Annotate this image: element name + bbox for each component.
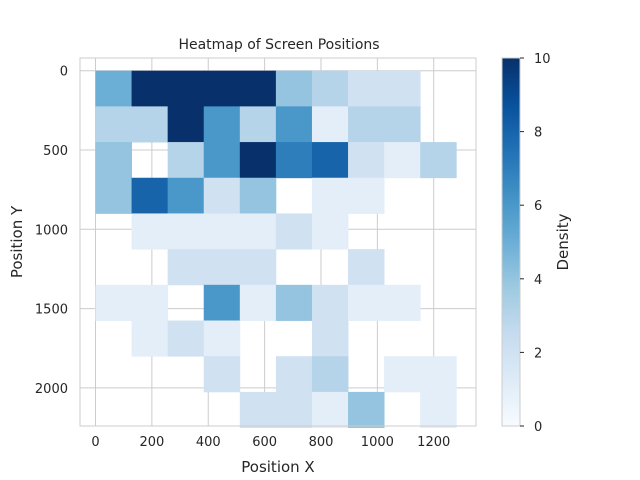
- colorbar-tick-label: 10: [534, 52, 551, 67]
- heatmap-cell: [95, 284, 132, 321]
- heatmap-cell: [131, 320, 169, 357]
- heatmap-cell: [239, 213, 277, 250]
- heatmap-cell: [167, 213, 205, 250]
- heatmap-cell: [348, 249, 385, 286]
- heatmap-cell: [348, 70, 385, 107]
- heatmap-cell: [311, 391, 349, 428]
- y-tick-label: 1500: [35, 303, 68, 318]
- heatmap-cell: [203, 142, 241, 179]
- heatmap-cell: [95, 142, 132, 179]
- colorbar-tick-label: 6: [534, 199, 542, 214]
- heatmap-cell: [311, 284, 349, 321]
- y-tick-label: 500: [43, 144, 68, 159]
- heatmap-cell: [348, 106, 385, 143]
- heatmap-cell: [275, 70, 313, 107]
- heatmap-cell: [311, 142, 349, 179]
- colorbar-tick-label: 4: [534, 273, 542, 288]
- heatmap-cell: [131, 177, 169, 214]
- heatmap-cell: [95, 106, 132, 143]
- heatmap-cells: [95, 70, 457, 428]
- x-tick-label: 600: [252, 435, 277, 450]
- colorbar-tick-label: 0: [534, 420, 542, 435]
- heatmap-cell: [95, 70, 132, 107]
- heatmap-cell: [203, 106, 241, 143]
- heatmap-cell: [203, 284, 241, 321]
- heatmap-cell: [239, 249, 277, 286]
- y-tick-label: 0: [60, 65, 68, 80]
- heatmap-cell: [311, 106, 349, 143]
- heatmap-cell: [311, 213, 349, 250]
- heatmap-cell: [203, 320, 241, 357]
- chart-title: Heatmap of Screen Positions: [178, 37, 379, 53]
- colorbar: [501, 57, 521, 427]
- y-axis-label: Position Y: [8, 205, 26, 278]
- y-tick-label: 2000: [35, 382, 68, 397]
- heatmap-cell: [239, 106, 277, 143]
- heatmap-cell: [131, 213, 169, 250]
- heatmap-cell: [167, 70, 205, 107]
- heatmap-cell: [131, 70, 169, 107]
- x-tick-label: 1000: [361, 435, 394, 450]
- heatmap-cell: [420, 356, 457, 393]
- heatmap-cell: [311, 356, 349, 393]
- heatmap-cell: [167, 320, 205, 357]
- x-tick-labels: 0 200 400 600 800 1000 1200: [91, 435, 450, 450]
- heatmap-cell: [167, 106, 205, 143]
- heatmap-cell: [348, 142, 385, 179]
- heatmap-cell: [275, 142, 313, 179]
- heatmap-cell: [311, 70, 349, 107]
- colorbar-tick-label: 8: [534, 126, 542, 141]
- heatmap-cell: [275, 391, 313, 428]
- heatmap-cell: [239, 142, 277, 179]
- x-tick-label: 1200: [417, 435, 450, 450]
- heatmap-cell: [348, 391, 385, 428]
- heatmap-cell: [203, 177, 241, 214]
- heatmap-cell: [95, 177, 132, 214]
- heatmap-cell: [311, 320, 349, 357]
- x-tick-label: 0: [91, 435, 99, 450]
- heatmap-cell: [275, 106, 313, 143]
- heatmap-cell: [203, 249, 241, 286]
- heatmap-cell: [420, 391, 457, 428]
- heatmap-cell: [311, 177, 349, 214]
- heatmap-cell: [239, 70, 277, 107]
- heatmap-cell: [203, 356, 241, 393]
- x-tick-label: 200: [139, 435, 164, 450]
- heatmap-cell: [275, 213, 313, 250]
- y-tick-label: 1000: [35, 223, 68, 238]
- heatmap-cell: [203, 70, 241, 107]
- heatmap-cell: [384, 106, 421, 143]
- heatmap-cell: [167, 249, 205, 286]
- heatmap-cell: [239, 391, 277, 428]
- heatmap-cell: [239, 177, 277, 214]
- heatmap-cell: [131, 106, 169, 143]
- x-tick-label: 800: [309, 435, 334, 450]
- heatmap-cell: [131, 284, 169, 321]
- y-tick-labels: 0 500 1000 1500 2000: [35, 65, 68, 397]
- heatmap-cell: [348, 177, 385, 214]
- plot-frame: [79, 57, 477, 427]
- heatmap-cell: [167, 177, 205, 214]
- heatmap-cell: [384, 142, 421, 179]
- heatmap-cell: [384, 356, 421, 393]
- heatmap-cell: [348, 284, 385, 321]
- heatmap-cell: [275, 356, 313, 393]
- x-tick-label: 400: [196, 435, 221, 450]
- heatmap-cell: [167, 142, 205, 179]
- heatmap-cell: [203, 213, 241, 250]
- x-axis-label: Position X: [241, 458, 314, 476]
- heatmap-cell: [239, 284, 277, 321]
- heatmap-cell: [420, 142, 457, 179]
- colorbar-label: Density: [554, 213, 572, 270]
- heatmap-cell: [384, 70, 421, 107]
- heatmap-cell: [275, 284, 313, 321]
- colorbar-tick-label: 2: [534, 346, 542, 361]
- colorbar-tick-labels: 0 2 4 6 8 10: [520, 52, 551, 435]
- heatmap-cell: [384, 284, 421, 321]
